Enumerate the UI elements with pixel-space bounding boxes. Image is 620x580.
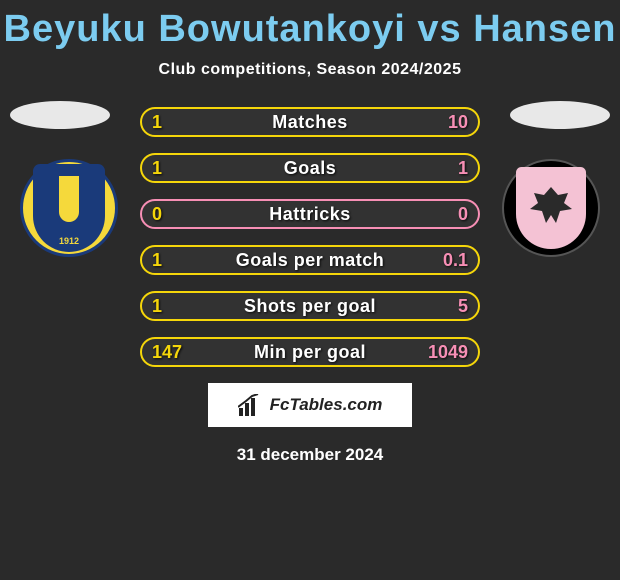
right-team-shield-icon	[516, 167, 586, 249]
stat-row: 147 Min per goal 1049	[140, 337, 480, 367]
stat-right-value: 1	[428, 158, 478, 179]
source-badge-text: FcTables.com	[270, 395, 383, 415]
stat-label: Shots per goal	[244, 296, 376, 317]
date-label: 31 december 2024	[0, 445, 620, 465]
stat-left-value: 0	[142, 204, 192, 225]
stat-right-value: 0.1	[428, 250, 478, 271]
stat-row: 1 Matches 10	[140, 107, 480, 137]
stat-right-value: 10	[428, 112, 478, 133]
comparison-panel: 1Matches101Goals10Hattricks01Goals per m…	[0, 107, 620, 367]
stat-right-value: 0	[428, 204, 478, 225]
left-player-oval	[10, 101, 110, 129]
left-team-logo	[20, 159, 118, 257]
stat-left-value: 1	[142, 250, 192, 271]
left-team-shield-icon	[33, 164, 105, 252]
stat-left-value: 147	[142, 342, 192, 363]
stat-label: Goals per match	[236, 250, 385, 271]
stats-list: 1Matches101Goals10Hattricks01Goals per m…	[140, 107, 480, 367]
eagle-icon	[528, 185, 574, 227]
stat-right-value: 5	[428, 296, 478, 317]
stat-label: Hattricks	[269, 204, 351, 225]
source-badge: FcTables.com	[208, 383, 412, 427]
stat-label: Min per goal	[254, 342, 366, 363]
stat-label: Goals	[284, 158, 337, 179]
stat-label: Matches	[272, 112, 348, 133]
stat-left-value: 1	[142, 112, 192, 133]
stat-row: 1 Shots per goal 5	[140, 291, 480, 321]
stat-left-value: 1	[142, 158, 192, 179]
page-subtitle: Club competitions, Season 2024/2025	[0, 61, 620, 79]
right-team-logo	[502, 159, 600, 257]
page-title: Beyuku Bowutankoyi vs Hansen	[0, 0, 620, 51]
stat-right-value: 1049	[418, 342, 478, 363]
stat-left-value: 1	[142, 296, 192, 317]
right-player-oval	[510, 101, 610, 129]
stat-row: 0 Hattricks 0	[140, 199, 480, 229]
chart-bars-icon	[238, 394, 264, 416]
stat-row: 1 Goals 1	[140, 153, 480, 183]
stat-row: 1 Goals per match 0.1	[140, 245, 480, 275]
